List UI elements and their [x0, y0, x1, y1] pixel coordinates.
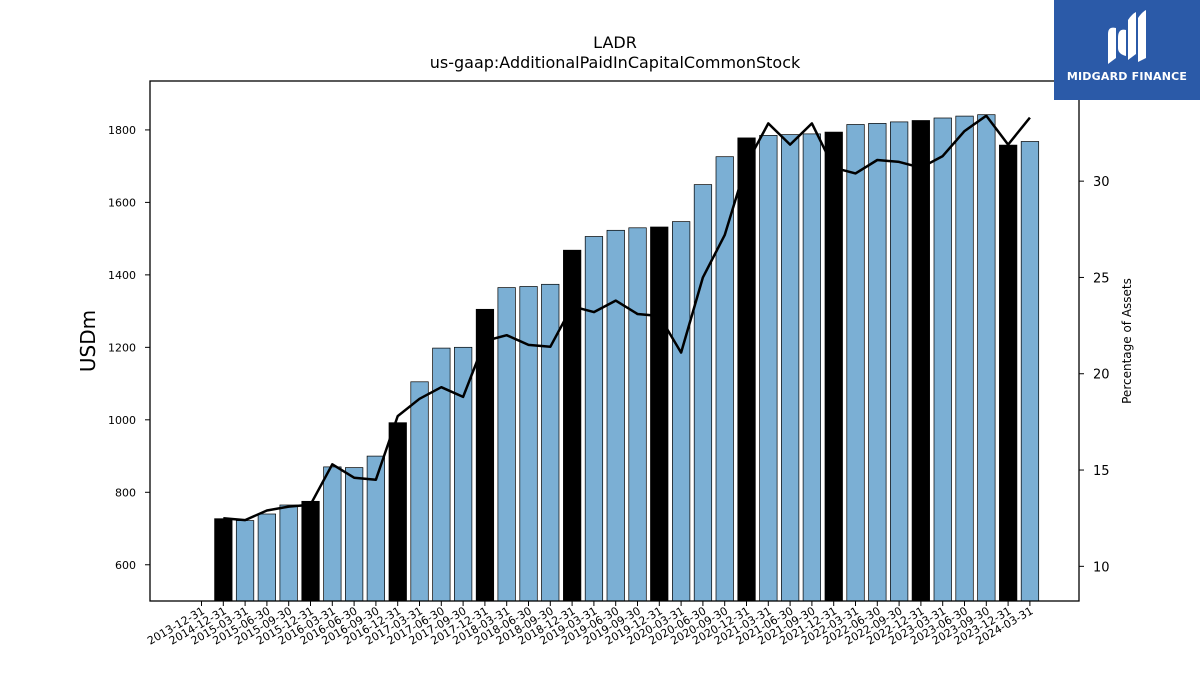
bar	[715, 156, 734, 602]
bar	[301, 500, 320, 602]
y-tick-label: 800	[115, 486, 136, 499]
y-tick-label: 1200	[108, 341, 136, 354]
x-axis: 2013-12-312014-12-312015-03-312015-06-30…	[145, 601, 1035, 648]
bar	[454, 346, 473, 602]
bar	[1020, 141, 1040, 602]
y2-axis-label: Percentage of Assets	[1120, 278, 1134, 404]
chart-title: LADR	[593, 33, 637, 52]
bar	[999, 144, 1018, 602]
y2-tick-label: 30	[1093, 175, 1110, 190]
bar	[977, 114, 996, 602]
bar	[911, 120, 930, 602]
bar	[628, 227, 647, 602]
bar	[650, 226, 669, 602]
y-axis-label: USDm	[76, 310, 100, 372]
bar	[955, 115, 974, 602]
bar	[781, 134, 800, 602]
bar	[890, 121, 909, 602]
percentage-line	[223, 114, 1031, 522]
bar	[323, 466, 342, 602]
y2-tick-label: 20	[1093, 368, 1110, 383]
bar	[388, 422, 407, 602]
y2-tick-label: 15	[1093, 464, 1110, 479]
y-tick-label: 1800	[108, 124, 136, 137]
plot-frame	[149, 80, 1080, 602]
bar	[672, 221, 691, 602]
bar	[868, 123, 887, 602]
y2-tick-label: 25	[1093, 271, 1110, 286]
bar	[563, 249, 582, 602]
bar	[519, 286, 538, 602]
bars-group	[214, 114, 1040, 602]
y-axis: 600 800 1000 1200 1400 1600 1800	[108, 124, 150, 572]
y2-tick-label: 10	[1093, 560, 1110, 575]
bar	[693, 184, 713, 602]
bar	[846, 124, 865, 602]
y-tick-label: 1600	[108, 196, 136, 209]
logo-text: MIDGARD FINANCE	[1066, 70, 1188, 83]
bar	[345, 467, 364, 602]
y2-axis: 10 15 20 25 30	[1079, 175, 1110, 575]
bar	[737, 137, 756, 602]
bar	[802, 133, 821, 602]
chart-subtitle: us-gaap:AdditionalPaidInCapitalCommonSto…	[430, 53, 801, 72]
y-tick-label: 1400	[108, 269, 136, 282]
bar	[606, 229, 625, 602]
bar	[475, 308, 495, 602]
y-tick-label: 1000	[108, 414, 136, 427]
bar	[214, 518, 233, 602]
y-tick-label: 600	[115, 559, 136, 572]
bar	[279, 504, 298, 602]
bar	[257, 513, 276, 602]
bar	[759, 135, 778, 602]
bar	[410, 381, 429, 602]
line-group	[223, 114, 1031, 522]
bar	[824, 131, 843, 602]
bar	[933, 117, 952, 602]
bar	[584, 236, 604, 602]
brand-logo: MIDGARD FINANCE	[1054, 0, 1200, 100]
bar	[235, 520, 255, 602]
logo-mark-icon	[1108, 10, 1146, 65]
bar	[541, 283, 560, 602]
